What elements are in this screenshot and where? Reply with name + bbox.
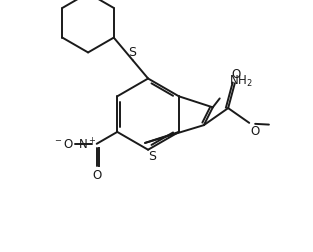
Text: S: S	[148, 149, 156, 162]
Text: NH$_2$: NH$_2$	[228, 73, 252, 88]
Text: S: S	[128, 46, 136, 59]
Text: O: O	[92, 168, 101, 181]
Text: O: O	[250, 124, 259, 137]
Text: $^-$O: $^-$O	[53, 138, 74, 151]
Text: N$^+$: N$^+$	[78, 137, 97, 152]
Text: O: O	[231, 68, 240, 81]
